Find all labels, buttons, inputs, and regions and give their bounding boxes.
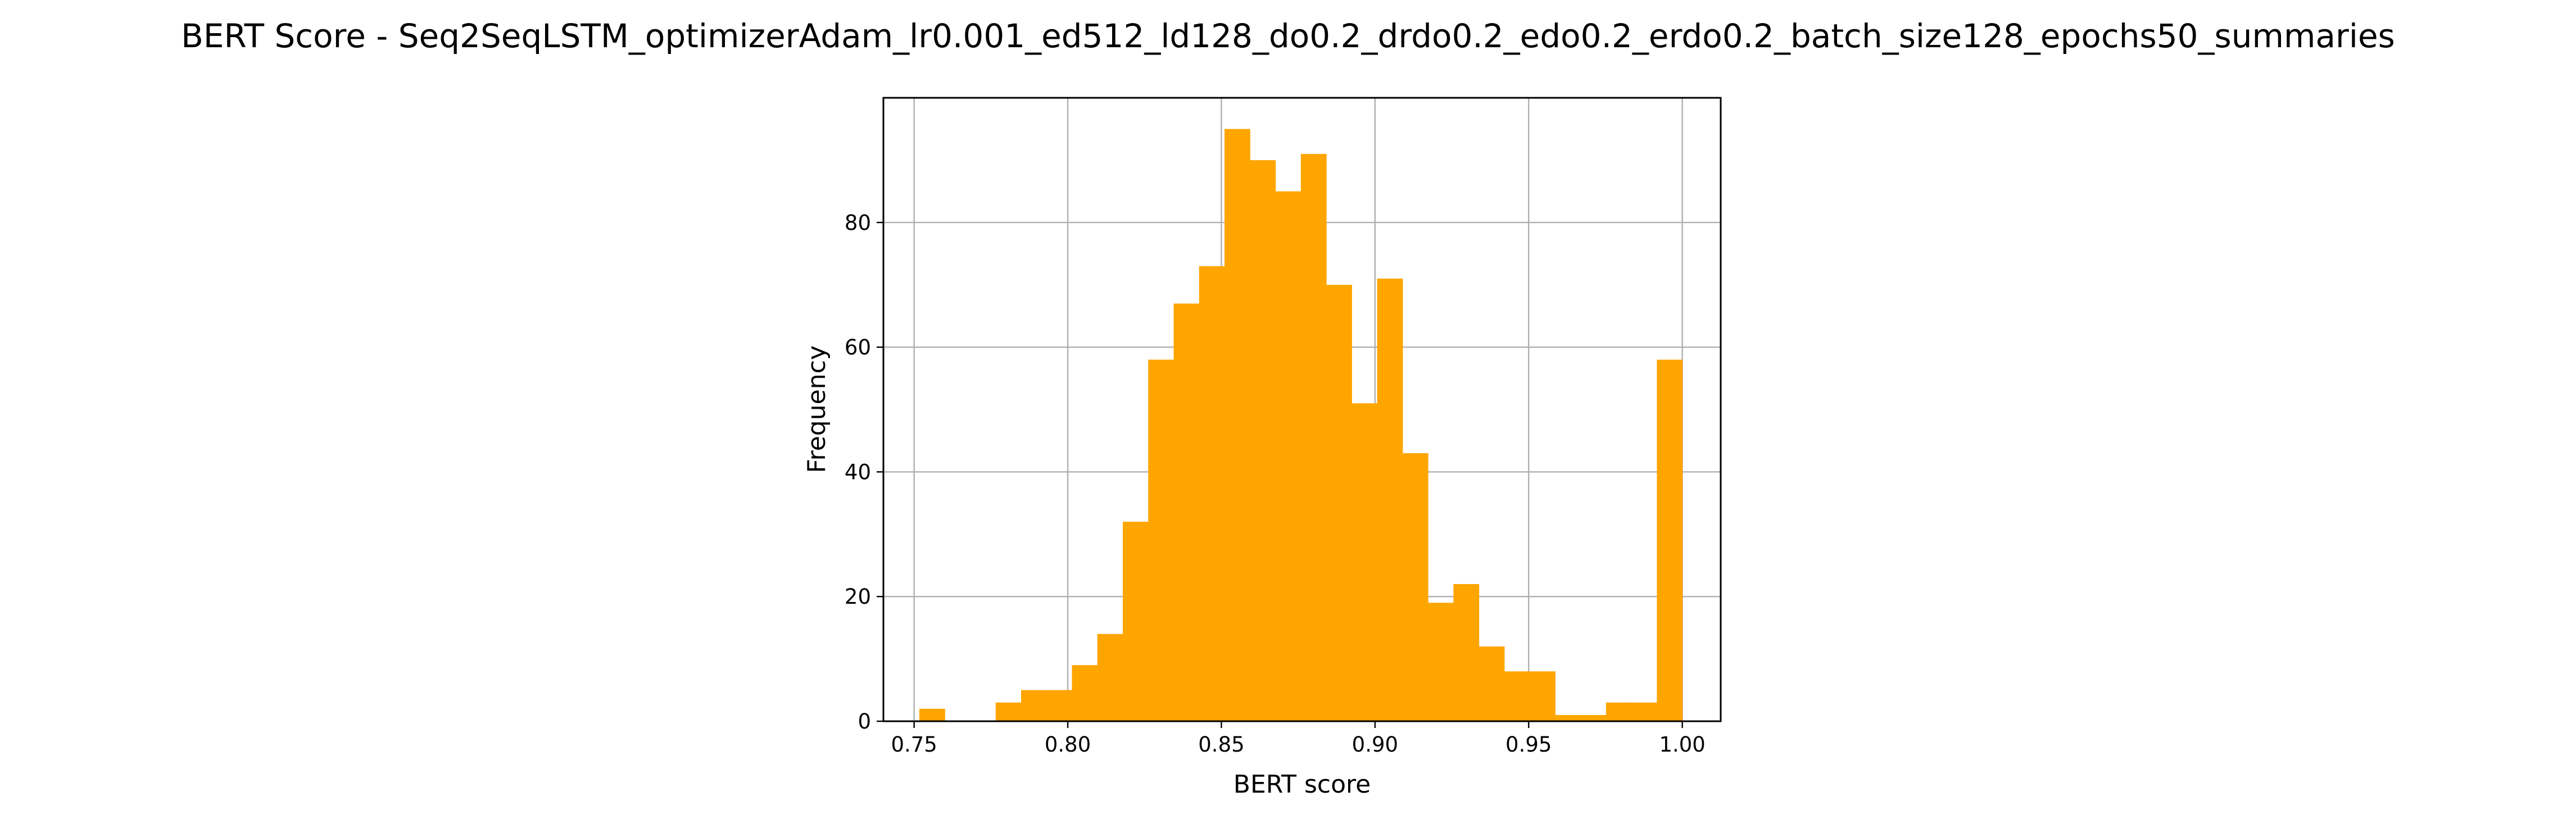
histogram-bar	[1555, 714, 1581, 721]
histogram-bar	[1479, 646, 1505, 721]
histogram-bar	[1224, 129, 1250, 722]
histogram-bar	[1428, 603, 1454, 721]
y-tick-label: 40	[845, 460, 871, 484]
histogram-bar	[1657, 359, 1683, 721]
x-tick-label: 0.85	[1198, 732, 1244, 757]
y-tick-label: 60	[845, 336, 871, 360]
x-tick-label: 1.00	[1659, 732, 1705, 757]
histogram-bar	[1275, 191, 1301, 722]
histogram-bar	[1580, 714, 1607, 721]
histogram-bar	[1072, 665, 1098, 721]
histogram-bar	[1631, 702, 1657, 721]
x-tick-label: 0.90	[1352, 732, 1398, 757]
axis-ticks: 0.75 0.80 0.85 0.90 0.95 1.00 0 20 40 60 80	[845, 211, 1706, 757]
histogram-bar	[1352, 403, 1378, 721]
histogram-bar	[1250, 160, 1276, 721]
histogram-bar	[1377, 278, 1403, 721]
y-tick-label: 80	[845, 211, 871, 235]
histogram-bar	[995, 702, 1022, 721]
x-axis-label: BERT score	[1233, 770, 1371, 799]
histogram-bar	[1402, 453, 1428, 721]
y-tick-label: 20	[845, 585, 871, 609]
x-tick-label: 0.95	[1505, 732, 1552, 757]
histogram-bar	[1097, 634, 1123, 721]
histogram-bar	[1021, 690, 1047, 721]
x-tick-label: 0.80	[1045, 732, 1091, 757]
histogram-bar	[1173, 303, 1200, 721]
histogram-bar	[1326, 284, 1352, 721]
histogram-bar	[1453, 584, 1480, 721]
histogram-bar	[919, 708, 945, 721]
histogram-bar	[1504, 671, 1530, 721]
y-axis-label: Frequency	[802, 345, 831, 473]
histogram-bar	[1046, 690, 1073, 721]
y-tick-label: 0	[858, 709, 871, 734]
histogram-bar	[1199, 266, 1225, 721]
histogram-bar	[1148, 359, 1174, 721]
histogram-bar	[1530, 671, 1555, 721]
plot-area-frame	[882, 97, 1722, 722]
histogram-bars	[919, 129, 1683, 722]
histogram-bar	[1300, 153, 1327, 721]
histogram-bar	[1606, 702, 1632, 721]
x-tick-label: 0.75	[891, 732, 937, 757]
histogram-bar	[1123, 522, 1149, 721]
chart-title: BERT Score - Seq2SeqLSTM_optimizerAdam_l…	[181, 17, 2395, 55]
